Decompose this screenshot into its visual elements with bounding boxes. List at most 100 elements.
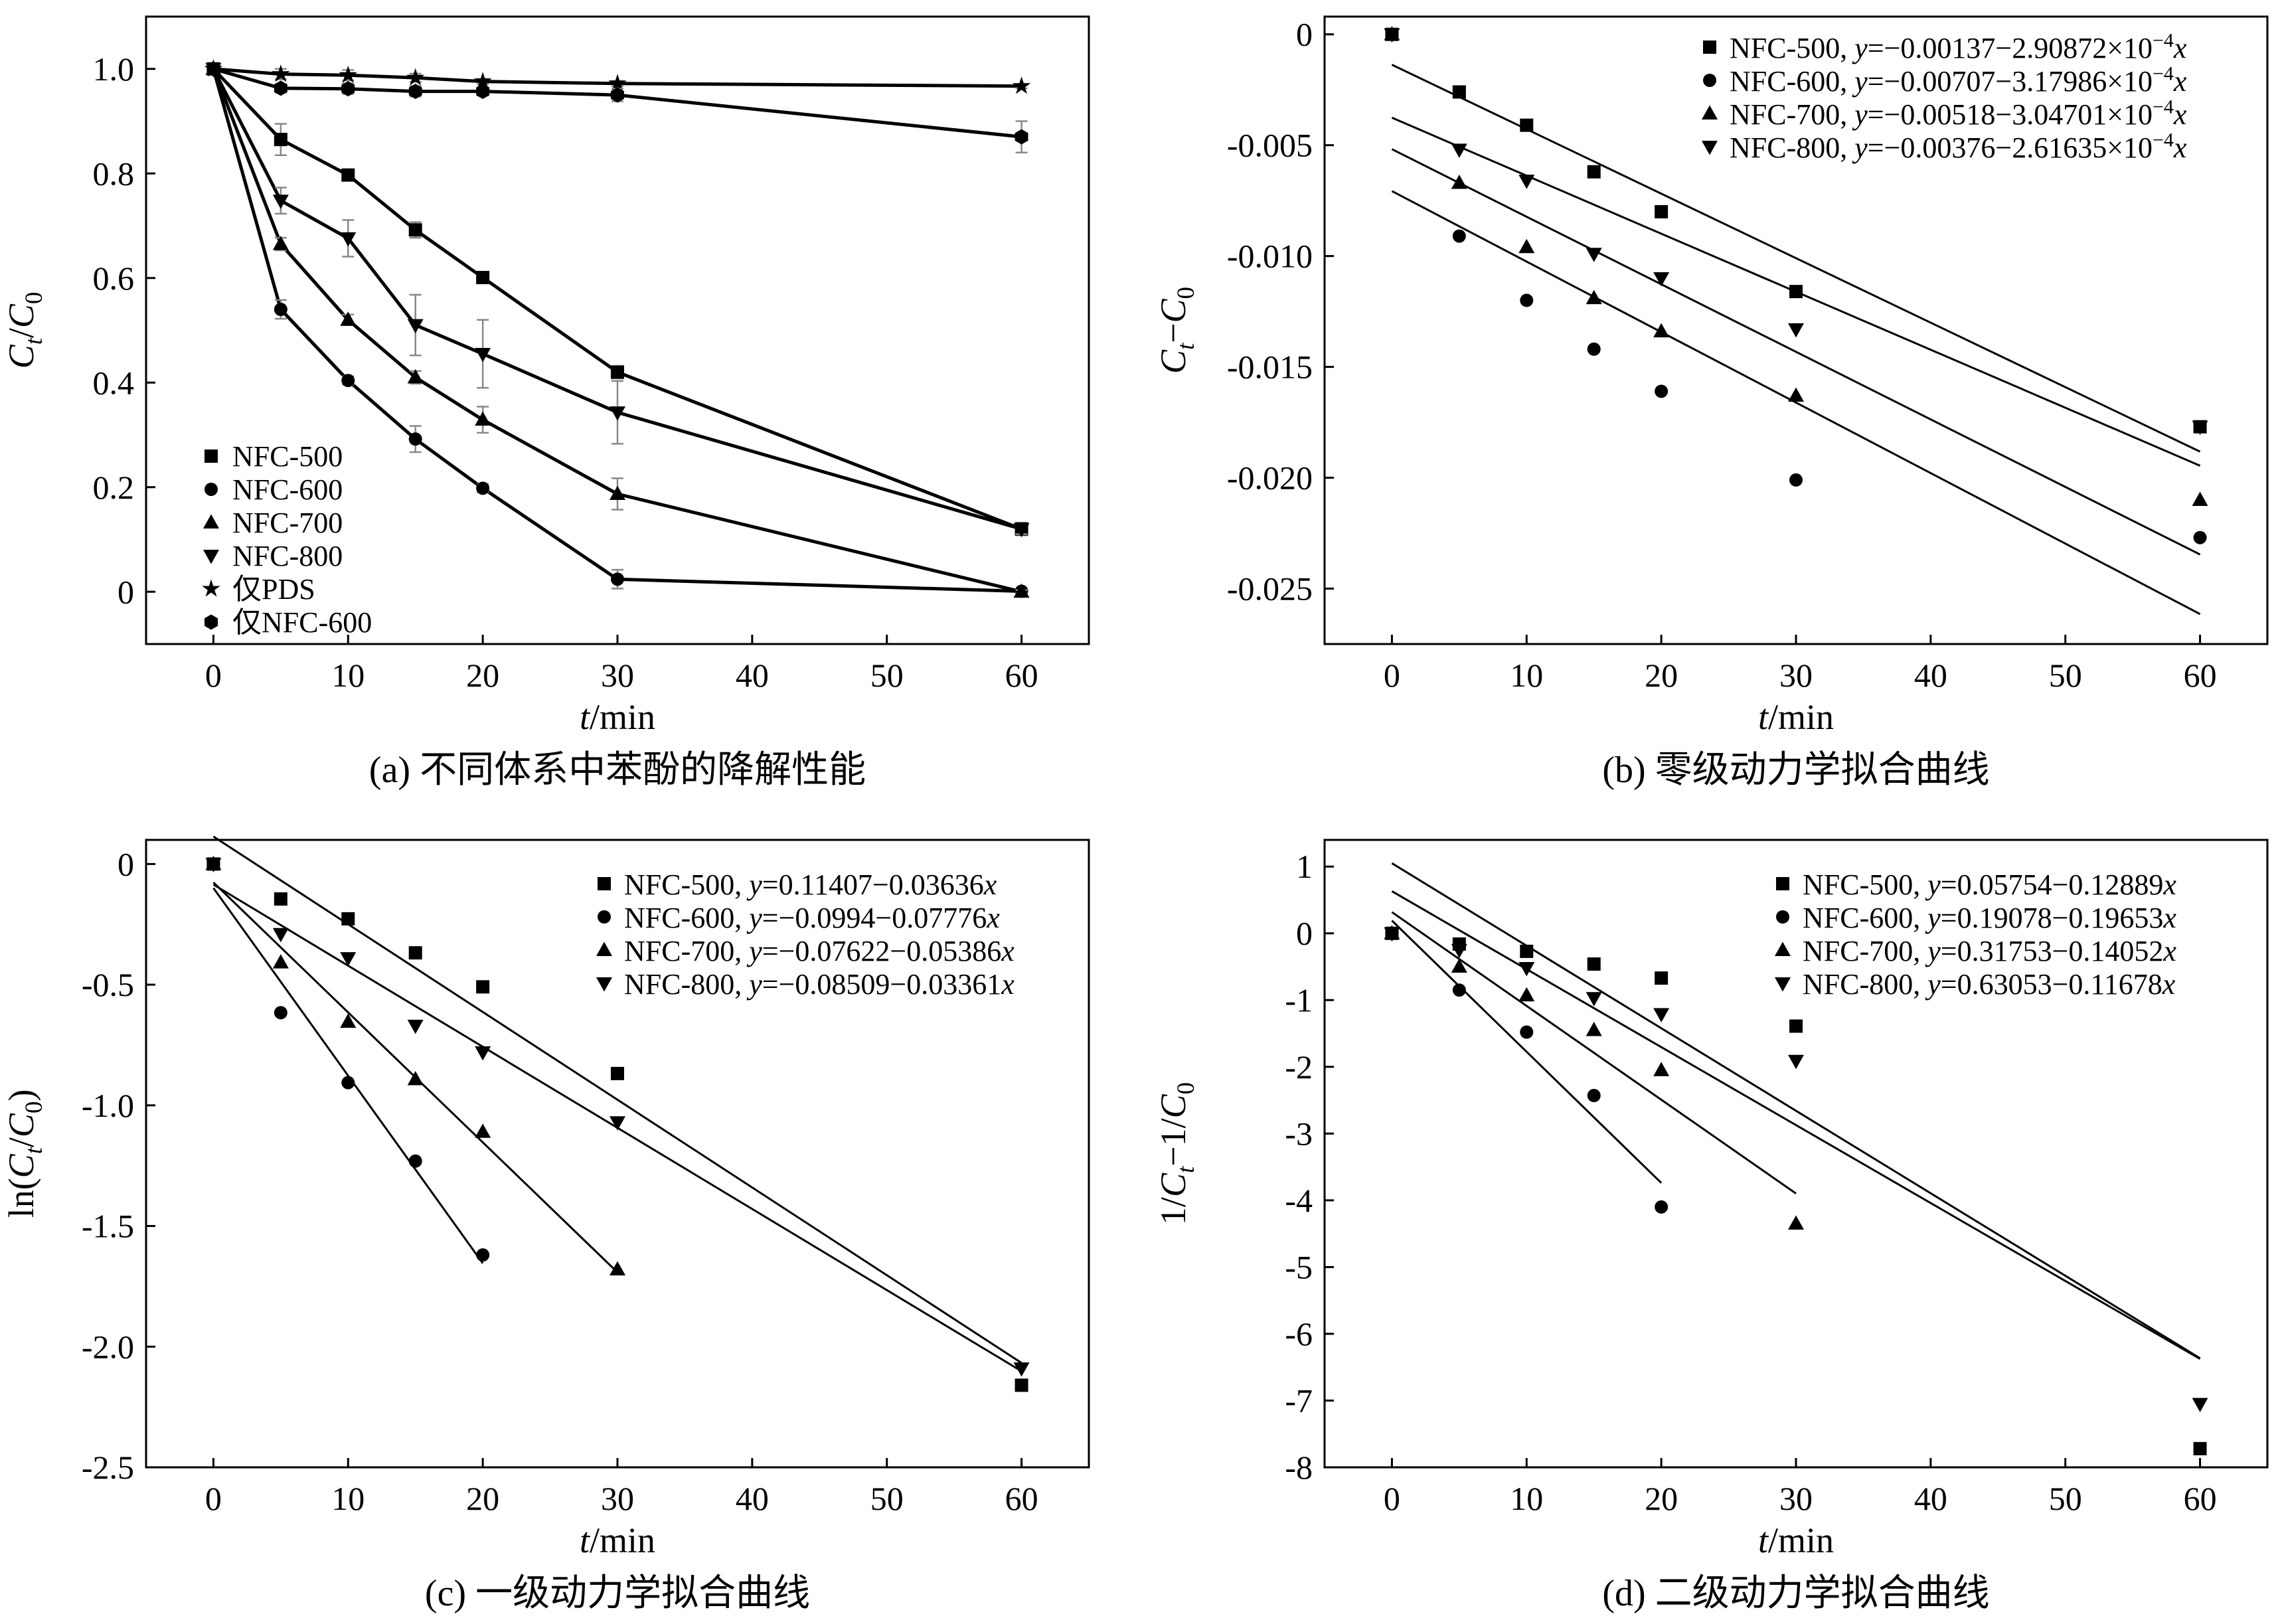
data-point [274,892,287,906]
data-point [1013,523,1030,538]
data-point [476,270,490,284]
data-point [1653,1008,1670,1022]
data-point [1586,289,1602,305]
panel-c: 0 10 20 30 40 50 60 0 -0.5 -1.0 -1.5 -2.0 -2.5 t/min l… [1,835,1090,1614]
fit-line [1391,911,1797,1194]
data-point [1789,285,1803,299]
data-point [610,406,625,421]
legend-label: NFC-700 [232,507,343,539]
data-point [1587,957,1601,971]
data-point [610,1261,625,1275]
legend-equation: NFC-500, y=0.05754−0.12889x [1803,868,2176,901]
data-point [1452,85,1466,99]
x-tick-label: 40 [736,1480,769,1517]
y-tick-label: -3 [1285,1115,1313,1152]
legend-marker [596,941,612,956]
x-tick-label: 30 [1779,1480,1813,1517]
legend-marker [1776,910,1789,924]
data-point [1015,129,1028,145]
data-point [1587,1089,1601,1103]
x-axis-label: t/min [580,697,655,737]
y-tick-label: -5 [1285,1248,1313,1285]
x-axis-label: t/min [1758,1520,1834,1560]
y-tick-label: -8 [1285,1449,1313,1486]
legend-marker [204,614,218,630]
data-point [1655,971,1669,985]
legend-label: NFC-600 [232,473,343,506]
data-point [1788,323,1804,338]
data-point [1451,174,1467,189]
legend-equation: NFC-700, y=0.31753−0.14052x [1803,935,2176,967]
y-tick-label: -0.015 [1227,349,1313,386]
y-axis-label: ln(Ct/C0) [1,1090,47,1218]
legend-marker [1776,877,1789,890]
data-point [407,1019,424,1034]
x-tick-label: 20 [466,1480,499,1517]
y-tick-label: -1.0 [82,1087,134,1124]
data-point [1586,1022,1602,1036]
y-tick-label: -6 [1285,1315,1313,1352]
data-point [408,946,422,960]
x-tick-label: 30 [601,657,634,694]
legend-marker [204,483,218,496]
x-tick-label: 50 [2049,1480,2082,1517]
data-point [475,347,491,363]
y-tick-label: 0 [118,573,134,610]
data-point [407,368,424,384]
legend-label: 仅PDS [232,573,315,606]
y-tick-label: -4 [1285,1182,1313,1219]
y-axis-label: 1/Ct−1/C0 [1153,1082,1199,1225]
data-point [1015,1378,1028,1392]
y-tick-label: -0.005 [1227,127,1313,164]
data-point [611,87,624,103]
fit-line [1391,190,2201,615]
legend-marker [596,977,612,992]
y-tick-label: 0 [1296,915,1313,952]
data-point [475,1046,491,1061]
data-point [1451,943,1467,959]
series-NFC-800 [1384,927,2208,1412]
y-tick-label: -1 [1285,981,1313,1018]
data-point [1655,384,1669,398]
data-point [1451,143,1467,158]
data-point [2192,1398,2208,1412]
series-NFC-600 [1385,27,2207,544]
legend-marker [598,910,611,924]
data-point [2192,491,2208,506]
x-tick-label: 50 [870,1480,904,1517]
legend-label: NFC-800 [232,540,343,572]
series-NFC-800 [205,858,1030,1377]
legend-equation: NFC-500, y=−0.00137−2.90872×10−4x [1730,29,2187,64]
data-point [274,1006,287,1020]
data-point [274,80,287,96]
data-point [408,432,422,446]
y-tick-label: -0.010 [1227,238,1313,275]
fit-line [1391,148,2201,556]
fit-line [212,887,484,1264]
panel-caption: (b) 零级动力学拟合曲线 [1602,750,1989,791]
data-point [1452,983,1466,997]
data-point [611,365,624,379]
y-tick-label: 0.2 [93,469,135,506]
series-NFC-600 [206,857,490,1262]
legend-equation: NFC-700, y=−0.07622−0.05386x [624,935,1015,967]
panel-caption: (a) 不同体系中苯酚的降解性能 [369,750,866,791]
data-point [1587,342,1601,356]
panel-a: 0 10 20 30 40 50 60 0 0.2 0.4 0.6 0.8 1.0 t/min Ct/C0 (… [1,15,1090,791]
data-point [205,858,222,872]
data-point [341,374,355,388]
data-point [1520,293,1534,307]
x-axis-label: t/min [580,1520,655,1560]
x-tick-label: 20 [1645,657,1678,694]
data-point [272,928,289,943]
data-point [340,232,357,247]
y-tick-label: -0.020 [1227,459,1313,497]
x-tick-label: 0 [1384,657,1400,694]
x-tick-label: 60 [2184,1480,2217,1517]
x-tick-label: 50 [2049,657,2082,694]
y-tick-label: 1.0 [93,50,135,88]
data-point [272,236,289,250]
legend-equation: NFC-800, y=−0.08509−0.03361x [624,968,1015,1001]
series-仅NFC-600 [206,61,1028,153]
